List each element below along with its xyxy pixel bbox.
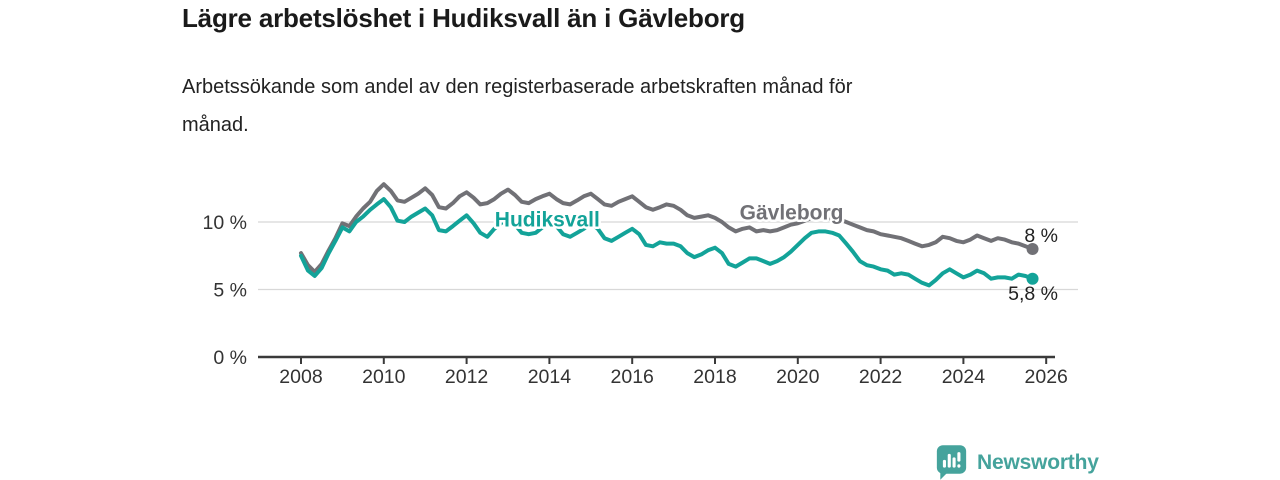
series-inline-label-gävleborg: Gävleborg — [740, 202, 844, 225]
series-end-value-label-gävleborg: 8 % — [1024, 225, 1058, 247]
x-axis-label-2014: 2014 — [528, 366, 572, 388]
x-axis-label-2018: 2018 — [693, 366, 736, 388]
y-axis-label-5-pct: 5 % — [213, 280, 247, 302]
series-line-hudiksvall — [299, 197, 1035, 288]
series-inline-label-hudiksvall: Hudiksvall — [495, 208, 600, 231]
series-end-dot-gävleborg — [1026, 243, 1039, 255]
newsworthy-brand-name: Newsworthy — [977, 450, 1099, 474]
chart-subtitle-line-2: månad. — [182, 114, 249, 136]
series-end-value-label-hudiksvall: 5,8 % — [1008, 283, 1058, 305]
newsworthy-logo-icon — [936, 445, 967, 480]
chart-title: Lägre arbetslöshet i Hudiksvall än i Gäv… — [182, 3, 745, 33]
chart-subtitle-line-1: Arbetssökande som andel av den registerb… — [182, 76, 853, 98]
x-axis-label-2020: 2020 — [776, 366, 820, 388]
x-axis-label-2016: 2016 — [611, 366, 654, 388]
x-axis-label-2022: 2022 — [859, 366, 902, 388]
x-axis-label-2008: 2008 — [279, 366, 322, 388]
series-line-gävleborg — [299, 182, 1035, 274]
x-axis-label-2010: 2010 — [362, 366, 406, 388]
x-axis-label-2026: 2026 — [1025, 366, 1068, 388]
newsworthy-branding: Newsworthy — [936, 444, 1099, 480]
y-axis-label-0-pct: 0 % — [213, 347, 247, 369]
x-axis-label-2024: 2024 — [942, 366, 986, 388]
y-axis-label-10-pct: 10 % — [203, 212, 247, 234]
chart-subtitle: Arbetssökande som andel av den registerb… — [182, 68, 852, 144]
x-axis-label-2012: 2012 — [445, 366, 488, 388]
series-end-dot-hudiksvall — [1026, 272, 1039, 285]
